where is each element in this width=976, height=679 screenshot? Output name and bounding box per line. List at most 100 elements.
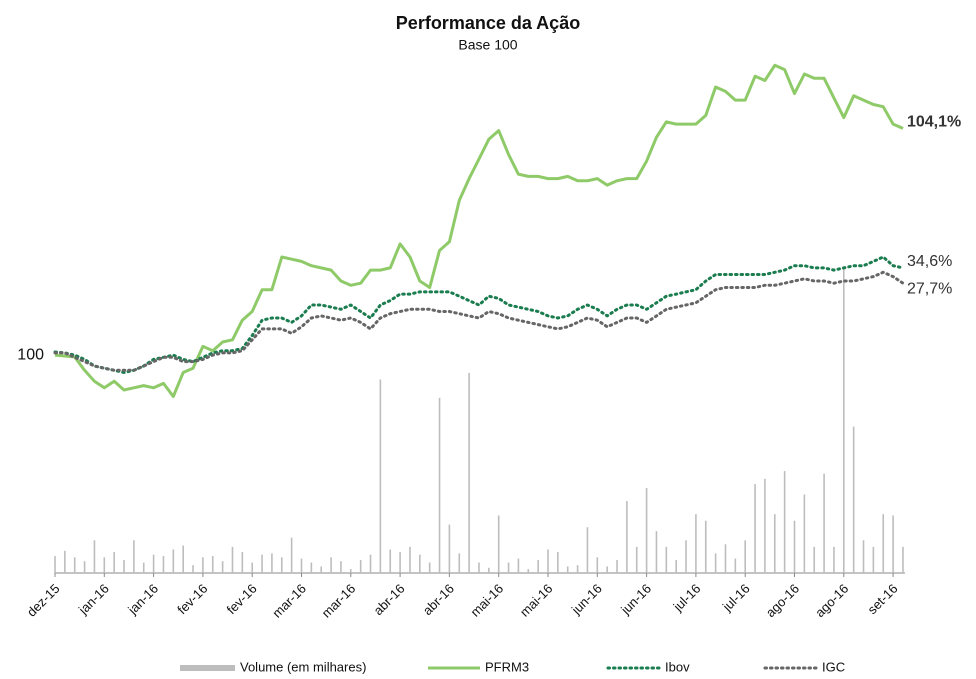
volume-bar — [320, 566, 323, 573]
volume-bar — [142, 562, 145, 573]
end-label: 34,6% — [907, 253, 952, 270]
volume-bar — [192, 565, 194, 573]
x-tick-label: ago-16 — [812, 581, 851, 620]
legend-swatch — [180, 665, 235, 671]
volume-bar — [211, 556, 214, 573]
volume-bar — [754, 484, 756, 573]
volume-bar — [310, 562, 313, 573]
volume-bar — [843, 267, 845, 573]
legend-label: PFRM3 — [485, 659, 529, 674]
y-tick-label: 100 — [17, 346, 44, 363]
volume-bar — [359, 559, 362, 573]
volume-bar — [537, 559, 539, 573]
volume-bar — [635, 546, 638, 573]
volume-bar — [724, 544, 727, 573]
volume-bar — [54, 556, 56, 573]
volume-bar — [369, 554, 372, 573]
volume-bar — [399, 552, 401, 573]
volume-bar — [448, 524, 451, 573]
volume-bar — [172, 549, 175, 573]
legend-label: IGC — [822, 659, 845, 674]
volume-bar — [714, 553, 717, 573]
volume-bar — [616, 559, 618, 573]
volume-bar — [744, 540, 746, 573]
volume-bar — [665, 546, 668, 573]
volume-bar — [596, 557, 599, 573]
volume-bar — [93, 540, 96, 573]
x-tick-label: mar-16 — [319, 581, 359, 621]
volume-bar — [586, 527, 589, 573]
volume-bar — [221, 561, 224, 573]
volume-bar — [882, 514, 885, 573]
volume-bar — [606, 566, 608, 573]
x-tick-label: abr-16 — [420, 581, 457, 618]
volume-bar — [488, 567, 490, 573]
volume-bar — [527, 569, 530, 573]
x-tick-label: ago-16 — [763, 581, 802, 620]
volume-bar — [182, 545, 184, 573]
volume-bar — [902, 546, 904, 573]
volume-bar — [823, 473, 825, 573]
volume-bar — [507, 562, 510, 573]
volume-bar — [428, 562, 431, 573]
x-tick-label: jul-16 — [670, 581, 704, 615]
legend-label: Ibov — [665, 659, 690, 674]
volume-bar — [73, 557, 76, 573]
volume-bar — [576, 565, 579, 573]
volume-bar — [862, 540, 865, 573]
volume-bar — [113, 552, 115, 573]
volume-bar — [833, 546, 835, 573]
volume-bar — [517, 558, 520, 573]
volume-bar — [813, 546, 816, 573]
volume-bar — [271, 553, 273, 573]
volume-bar — [438, 397, 441, 573]
x-tick-label: mai-16 — [468, 581, 507, 620]
volume-bar — [497, 515, 500, 573]
volume-bar — [103, 557, 106, 573]
volume-bar — [261, 554, 263, 573]
volume-bar — [389, 549, 392, 573]
series-line — [53, 270, 905, 372]
x-tick-label: mai-16 — [517, 581, 556, 620]
volume-bar — [419, 554, 421, 573]
volume-bar — [852, 426, 855, 573]
x-tick-label: dez-15 — [24, 581, 63, 620]
volume-bar — [241, 552, 244, 573]
x-tick-label: fev-16 — [224, 581, 260, 617]
volume-bar — [379, 379, 382, 573]
volume-bar — [202, 557, 204, 573]
x-tick-label: mar-16 — [269, 581, 309, 621]
series-line — [53, 255, 905, 374]
series-line — [54, 63, 904, 398]
x-tick-label: fev-16 — [174, 581, 210, 617]
volume-bar — [162, 556, 165, 573]
volume-bar — [685, 540, 687, 573]
volume-bar — [280, 557, 283, 573]
volume-bar — [793, 520, 796, 573]
end-label: 27,7% — [907, 280, 952, 297]
volume-bar — [290, 537, 293, 573]
volume-bar — [695, 514, 697, 573]
volume-bar — [251, 562, 253, 573]
volume-bar — [626, 501, 628, 573]
volume-bar — [330, 557, 332, 573]
volume-bar — [803, 494, 806, 573]
x-tick-label: jun-16 — [617, 581, 654, 618]
x-tick-label: jan-16 — [124, 581, 161, 618]
x-tick-label: jan-16 — [75, 581, 112, 618]
volume-bar — [468, 372, 470, 573]
volume-bar — [133, 540, 135, 573]
x-tick-label: jun-16 — [568, 581, 605, 618]
volume-bar — [83, 561, 86, 573]
volume-bar — [340, 561, 342, 573]
volume-bar — [892, 515, 894, 573]
volume-bar — [350, 569, 352, 573]
volume-bar — [773, 514, 776, 573]
volume-bar — [64, 550, 66, 573]
volume-bar — [734, 558, 737, 573]
x-tick-label: set-16 — [864, 581, 900, 617]
x-tick-label: jul-16 — [719, 581, 753, 615]
end-label: 104,1% — [907, 114, 961, 131]
volume-bar — [704, 520, 707, 573]
